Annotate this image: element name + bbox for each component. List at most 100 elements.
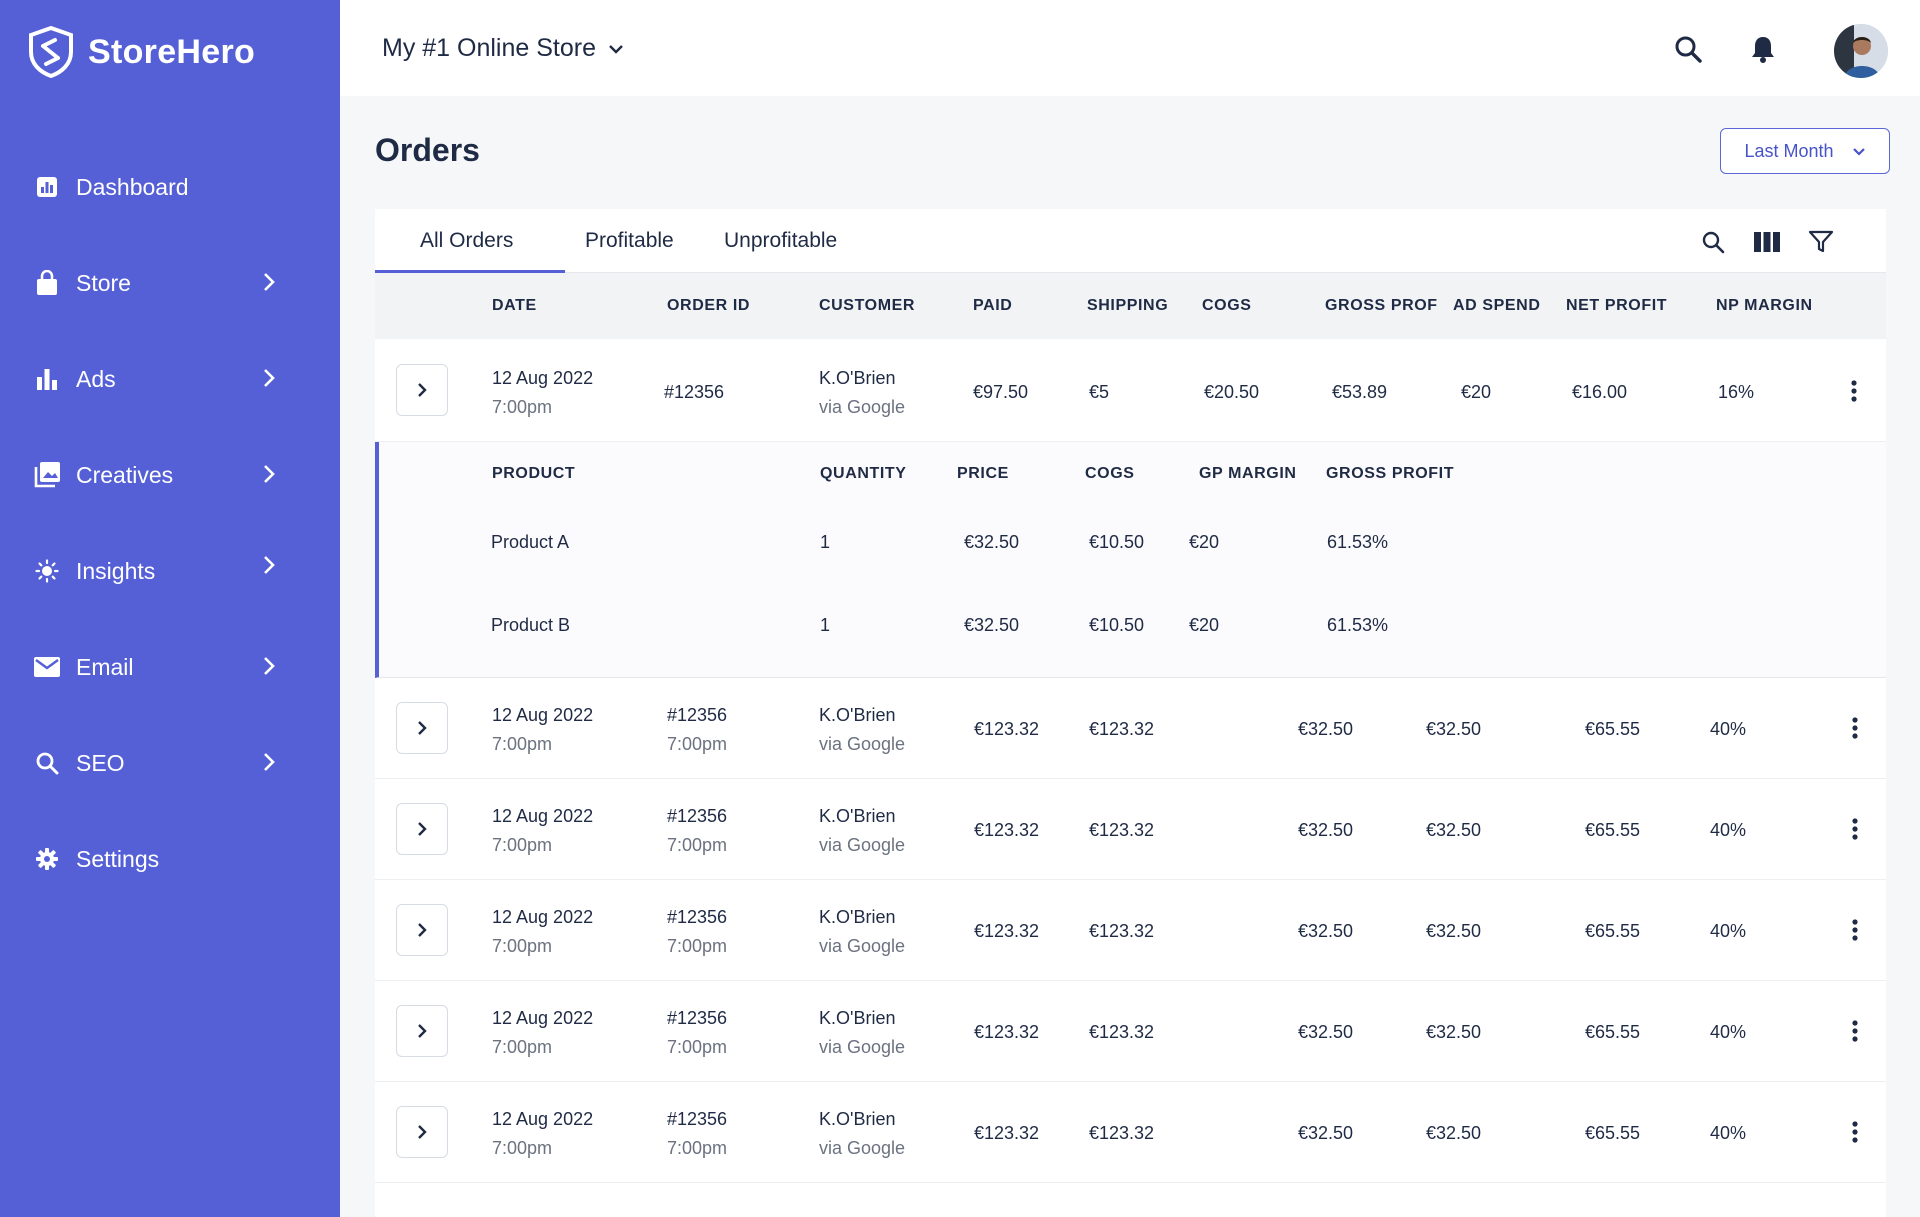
expand-row-button[interactable]: [396, 1106, 448, 1158]
tab-all-orders[interactable]: All Orders: [420, 229, 514, 252]
sidebar-item-seo[interactable]: SEO: [32, 738, 292, 788]
dashboard-icon: [32, 172, 62, 202]
order-tabs: All Orders Profitable Unprofitable: [375, 209, 1886, 273]
product-column-header: GROSS PROFIT: [1326, 465, 1455, 482]
order-time: 7:00pm: [492, 835, 553, 855]
net-profit-value: €65.55: [1585, 1123, 1641, 1143]
column-header[interactable]: AD SPEND: [1453, 297, 1541, 314]
customer-source: via Google: [819, 734, 906, 754]
sidebar-item-label: Insights: [76, 557, 156, 584]
column-header[interactable]: CUSTOMER: [819, 297, 916, 314]
gross-profit-value: €32.50: [1298, 820, 1354, 840]
order-id[interactable]: #12356: [667, 907, 728, 927]
product-gross-profit: 61.53%: [1327, 532, 1389, 552]
gross-profit-value: €32.50: [1298, 1022, 1354, 1042]
column-header[interactable]: NET PROFIT: [1566, 297, 1668, 314]
table-row[interactable]: 12 Aug 2022 7:00pm #12356 7:00pm K.O'Bri…: [375, 880, 1886, 981]
chevron-right-icon: [418, 1125, 427, 1139]
lightbulb-icon: [32, 556, 62, 586]
notifications-button[interactable]: [1748, 34, 1778, 64]
product-gp-margin: €20: [1189, 615, 1220, 635]
sidebar-item-settings[interactable]: Settings: [32, 834, 292, 884]
sidebar-item-label: Settings: [76, 845, 160, 872]
customer-source: via Google: [819, 1138, 906, 1158]
table-row[interactable]: 12 Aug 2022 7:00pm #12356 7:00pm K.O'Bri…: [375, 981, 1886, 1082]
columns-button[interactable]: [1753, 228, 1781, 256]
customer-source: via Google: [819, 936, 906, 956]
period-dropdown[interactable]: Last Month: [1720, 128, 1890, 174]
shipping-value: €5: [1089, 382, 1110, 402]
column-header[interactable]: SHIPPING: [1087, 297, 1169, 314]
expand-row-button[interactable]: [396, 904, 448, 956]
tab-unprofitable[interactable]: Unprofitable: [724, 229, 838, 252]
row-menu-button[interactable]: [1843, 814, 1867, 844]
search-icon: [32, 748, 62, 778]
sidebar-item-insights[interactable]: Insights: [32, 546, 292, 596]
order-id[interactable]: #12356: [667, 1109, 728, 1129]
sidebar-item-dashboard[interactable]: Dashboard: [32, 162, 292, 212]
column-header[interactable]: NP MARGIN: [1716, 297, 1813, 314]
table-search-button[interactable]: [1699, 228, 1727, 256]
table-row[interactable]: 12 Aug 2022 7:00pm #12356 7:00pm K.O'Bri…: [375, 779, 1886, 880]
filter-button[interactable]: [1807, 228, 1835, 256]
expand-row-button[interactable]: [396, 1005, 448, 1057]
table-row[interactable]: 12 Aug 2022 7:00pm #12356 7:00pm K.O'Bri…: [375, 678, 1886, 779]
bell-icon: [1752, 37, 1774, 63]
column-header[interactable]: DATE: [492, 297, 537, 314]
table-row[interactable]: 12 Aug 2022 7:00pm #12356 7:00pm K.O'Bri…: [375, 1082, 1886, 1183]
expand-row-button[interactable]: [396, 364, 448, 416]
order-time: 7:00pm: [492, 397, 553, 417]
gross-profit-value: €32.50: [1298, 1123, 1354, 1143]
order-id[interactable]: #12356: [667, 806, 728, 826]
row-menu-button[interactable]: [1843, 713, 1867, 743]
order-date: 12 Aug 2022: [492, 368, 594, 388]
column-header[interactable]: ORDER ID: [667, 297, 751, 314]
tab-profitable[interactable]: Profitable: [585, 229, 674, 252]
product-column-header: QUANTITY: [820, 465, 907, 482]
chevron-right-icon: [264, 556, 275, 574]
np-margin-value: 40%: [1710, 820, 1747, 840]
product-price: €32.50: [964, 532, 1020, 552]
sidebar: StoreHero Dashboard Store Ads Creatives …: [0, 0, 340, 1217]
period-label: Last Month: [1744, 140, 1834, 161]
order-id[interactable]: #12356: [667, 1008, 728, 1028]
user-avatar[interactable]: [1834, 24, 1888, 78]
gross-profit-value: €32.50: [1298, 719, 1354, 739]
column-header[interactable]: COGS: [1202, 297, 1252, 314]
bag-icon: [32, 268, 62, 298]
row-menu-button[interactable]: [1843, 1117, 1867, 1147]
chevron-right-icon: [418, 383, 427, 397]
np-margin-value: 40%: [1710, 1123, 1747, 1143]
expand-row-button[interactable]: [396, 803, 448, 855]
order-id[interactable]: #12356: [664, 382, 725, 402]
customer-name: K.O'Brien: [819, 907, 896, 927]
mail-icon: [32, 652, 62, 682]
column-header[interactable]: GROSS PROF: [1325, 297, 1438, 314]
order-products-panel: PRODUCT QUANTITY PRICE COGS GP MARGIN GR…: [375, 442, 1886, 678]
ad-spend-value: €20: [1461, 382, 1492, 402]
header-search-button[interactable]: [1673, 34, 1703, 64]
product-column-header: COGS: [1085, 465, 1135, 482]
columns-icon: [1754, 232, 1780, 252]
sidebar-item-store[interactable]: Store: [32, 258, 292, 308]
row-menu-button[interactable]: [1842, 376, 1866, 406]
column-header[interactable]: PAID: [973, 297, 1013, 314]
sidebar-item-email[interactable]: Email: [32, 642, 292, 692]
sidebar-item-ads[interactable]: Ads: [32, 354, 292, 404]
sidebar-item-creatives[interactable]: Creatives: [32, 450, 292, 500]
store-selector[interactable]: My #1 Online Store: [382, 34, 624, 63]
expand-row-button[interactable]: [396, 702, 448, 754]
table-row-expanded[interactable]: 12 Aug 2022 7:00pm #12356 K.O'Brien via …: [375, 339, 1886, 442]
ad-spend-value: €32.50: [1426, 1022, 1482, 1042]
brand-logo[interactable]: StoreHero: [28, 26, 255, 78]
more-vertical-icon: [1852, 818, 1858, 840]
store-name: My #1 Online Store: [382, 34, 596, 62]
order-time: 7:00pm: [492, 1037, 553, 1057]
order-date: 12 Aug 2022: [492, 907, 594, 927]
row-menu-button[interactable]: [1843, 915, 1867, 945]
product-quantity: 1: [820, 615, 831, 635]
order-id[interactable]: #12356: [667, 705, 728, 725]
row-menu-button[interactable]: [1843, 1016, 1867, 1046]
brand-name: StoreHero: [88, 32, 256, 71]
chevron-right-icon: [418, 1024, 427, 1038]
